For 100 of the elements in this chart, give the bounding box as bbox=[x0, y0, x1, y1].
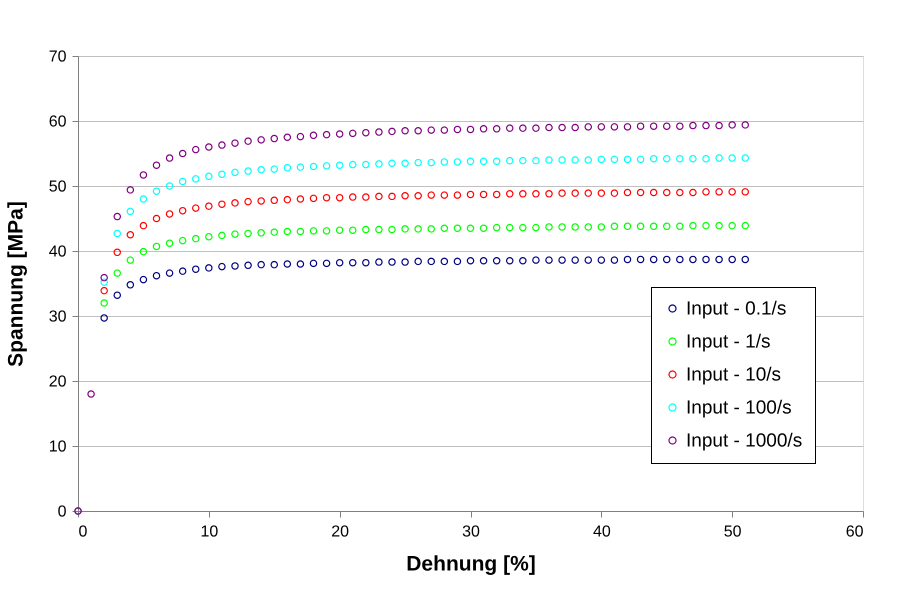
point bbox=[205, 202, 213, 210]
point bbox=[152, 272, 160, 280]
point bbox=[532, 256, 540, 264]
point bbox=[152, 187, 160, 195]
point bbox=[401, 159, 409, 168]
point bbox=[440, 258, 448, 266]
y-tick-label: 20 bbox=[48, 374, 67, 390]
point bbox=[348, 226, 357, 234]
point bbox=[218, 141, 226, 149]
point bbox=[152, 214, 160, 222]
point bbox=[375, 192, 383, 200]
point bbox=[662, 222, 671, 230]
point bbox=[624, 188, 632, 196]
point bbox=[492, 158, 500, 166]
point bbox=[676, 122, 684, 130]
point bbox=[689, 122, 697, 130]
point bbox=[728, 154, 736, 162]
point bbox=[257, 166, 265, 174]
point bbox=[270, 134, 278, 142]
point bbox=[480, 256, 488, 265]
point bbox=[624, 123, 632, 131]
point bbox=[401, 126, 409, 135]
point bbox=[231, 139, 239, 147]
point bbox=[662, 122, 671, 130]
point bbox=[519, 124, 527, 132]
point bbox=[244, 198, 252, 206]
point bbox=[702, 122, 710, 130]
x-tick-label: 0 bbox=[78, 524, 88, 540]
legend-label: Input - 100/s bbox=[686, 398, 792, 418]
point bbox=[519, 156, 527, 164]
point bbox=[676, 222, 684, 230]
point bbox=[689, 188, 697, 196]
point bbox=[388, 258, 396, 266]
point bbox=[296, 132, 304, 140]
point bbox=[480, 125, 488, 133]
point bbox=[348, 258, 357, 266]
point bbox=[284, 196, 292, 204]
point bbox=[113, 269, 122, 277]
point bbox=[348, 130, 357, 138]
y-tick-label: 10 bbox=[48, 438, 67, 456]
point bbox=[584, 189, 592, 197]
point bbox=[532, 156, 540, 164]
point bbox=[231, 262, 239, 270]
point bbox=[152, 242, 160, 250]
point bbox=[741, 121, 750, 129]
point bbox=[427, 191, 436, 199]
point bbox=[414, 192, 422, 200]
point bbox=[244, 137, 252, 145]
point bbox=[178, 178, 186, 186]
point bbox=[375, 258, 383, 266]
point bbox=[532, 224, 540, 232]
point bbox=[702, 222, 710, 230]
legend-label: Input - 10/s bbox=[686, 364, 782, 386]
point bbox=[218, 232, 226, 240]
point bbox=[270, 228, 278, 236]
point bbox=[205, 232, 213, 240]
point bbox=[454, 191, 462, 199]
point bbox=[545, 223, 553, 231]
point bbox=[113, 230, 122, 238]
point bbox=[427, 126, 436, 134]
point bbox=[192, 175, 200, 183]
point bbox=[322, 194, 330, 202]
point bbox=[244, 262, 252, 270]
point bbox=[519, 224, 527, 232]
point bbox=[584, 123, 592, 131]
point bbox=[532, 124, 540, 132]
point bbox=[401, 192, 409, 200]
point bbox=[388, 159, 396, 168]
point bbox=[100, 274, 108, 282]
point bbox=[414, 126, 422, 135]
point bbox=[506, 156, 514, 164]
point bbox=[598, 256, 606, 264]
point bbox=[662, 154, 671, 162]
point bbox=[702, 188, 710, 196]
point bbox=[336, 161, 344, 169]
point bbox=[480, 224, 488, 232]
point bbox=[270, 165, 278, 173]
point bbox=[348, 160, 357, 168]
point bbox=[598, 189, 606, 197]
point bbox=[310, 162, 318, 170]
x-axis-title: Dehnung [%] bbox=[406, 552, 536, 576]
point bbox=[140, 195, 148, 203]
point bbox=[728, 188, 736, 196]
legend-label: Input - 0.1/s bbox=[686, 298, 786, 320]
point bbox=[728, 222, 736, 230]
point bbox=[362, 160, 370, 168]
point bbox=[558, 124, 566, 132]
point bbox=[362, 128, 370, 136]
point bbox=[362, 258, 370, 266]
point bbox=[218, 200, 226, 208]
point bbox=[388, 128, 396, 136]
point bbox=[598, 223, 606, 231]
point bbox=[610, 222, 618, 230]
legend-label: Input - 1000/s bbox=[686, 430, 802, 452]
point bbox=[440, 126, 448, 134]
point bbox=[100, 314, 108, 322]
point bbox=[414, 258, 422, 266]
point bbox=[571, 124, 579, 132]
point bbox=[662, 188, 671, 196]
x-tick-label: 20 bbox=[331, 524, 350, 540]
